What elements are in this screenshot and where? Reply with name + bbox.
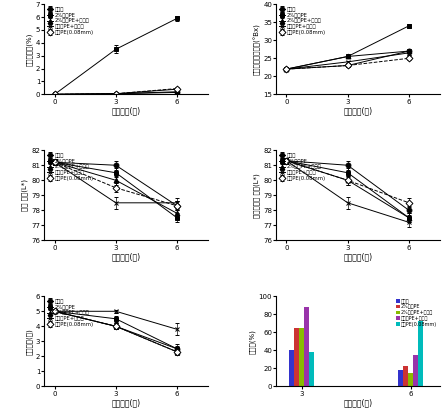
Bar — [289, 350, 294, 386]
Bar — [418, 321, 423, 386]
X-axis label: 저장기간(주): 저장기간(주) — [111, 399, 141, 408]
Bar — [408, 373, 413, 386]
Bar — [398, 370, 403, 386]
Y-axis label: 건전율(%): 건전율(%) — [249, 329, 256, 354]
Bar — [294, 328, 299, 386]
X-axis label: 저장기간(주): 저장기간(주) — [343, 107, 373, 116]
Y-axis label: 중량감소율(%): 중량감소율(%) — [26, 33, 33, 66]
X-axis label: 저장기간(주): 저장기간(주) — [111, 107, 141, 116]
Bar — [305, 307, 309, 386]
Legend: 무처리, 2%유공PE, 2%유공PE+신선지, 기능성PE+신선지, 무공PE(0.08mm): 무처리, 2%유공PE, 2%유공PE+신선지, 기능성PE+신선지, 무공PE… — [278, 152, 327, 182]
Legend: 무처리, 2%유공PE, 2%유공PE+신선지, 기능성PE+신선지, 무공PE(0.08mm): 무처리, 2%유공PE, 2%유공PE+신선지, 기능성PE+신선지, 무공PE… — [395, 298, 438, 328]
Bar — [299, 328, 304, 386]
Legend: 무처리, 2%유공PE, 2%유공PE+신선지, 기능성PE+신선지, 무공PE(0.08mm): 무처리, 2%유공PE, 2%유공PE+신선지, 기능성PE+신선지, 무공PE… — [46, 298, 95, 328]
Y-axis label: 종합선도(점): 종합선도(점) — [26, 328, 33, 355]
Legend: 무처리, 2%유공PE, 2%유공PE+신선지, 기능성PE+신선지, 무공PE(0.08mm): 무처리, 2%유공PE, 2%유공PE+신선지, 기능성PE+신선지, 무공PE… — [278, 6, 327, 36]
X-axis label: 저장기간(주): 저장기간(주) — [343, 252, 373, 262]
Legend: 무처리, 2%유공PE, 2%유공PE+신선지, 기능성PE+신선지, 무공PE(0.08mm): 무처리, 2%유공PE, 2%유공PE+신선지, 기능성PE+신선지, 무공PE… — [46, 152, 95, 182]
Y-axis label: 기흉성고형물함량(°Bx): 기흉성고형물함량(°Bx) — [253, 24, 260, 75]
Y-axis label: 뿌리절단면 색도(L*): 뿌리절단면 색도(L*) — [254, 173, 260, 218]
Y-axis label: 껍질 색도(L*): 껍질 색도(L*) — [22, 179, 28, 211]
Bar — [413, 355, 418, 386]
Bar — [403, 366, 408, 386]
Bar — [309, 352, 314, 386]
X-axis label: 저장기간(주): 저장기간(주) — [111, 252, 141, 262]
Legend: 무처리, 2%유공PE, 2%유공PE+신선지, 기능성PE+신선지, 무공PE(0.08mm): 무처리, 2%유공PE, 2%유공PE+신선지, 기능성PE+신선지, 무공PE… — [46, 6, 95, 36]
X-axis label: 저장기간(주): 저장기간(주) — [343, 399, 373, 408]
